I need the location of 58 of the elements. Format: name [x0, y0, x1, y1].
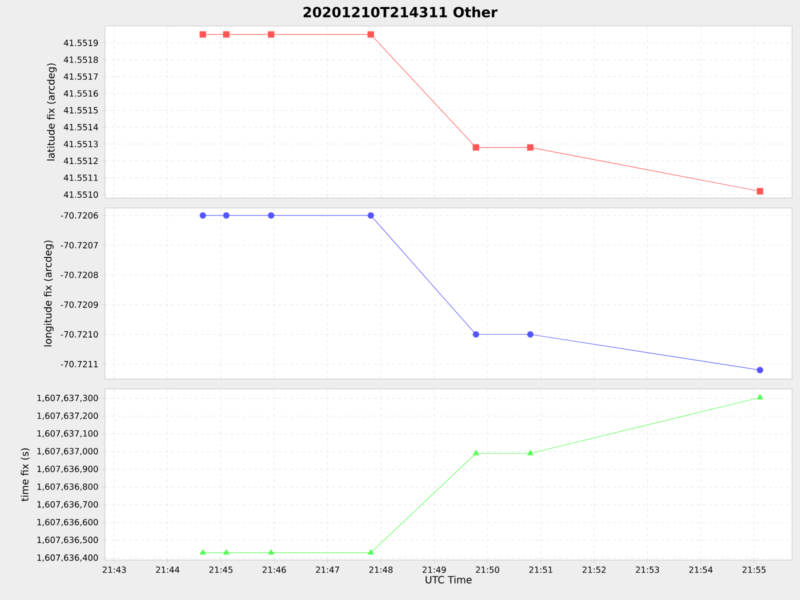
- point: [368, 31, 374, 38]
- point: [200, 212, 206, 219]
- point: [756, 188, 764, 194]
- y-tick-label: 41.5518: [64, 56, 98, 63]
- y-tick-label: -70.7211: [60, 360, 98, 368]
- y-tick-label: 41.5515: [64, 107, 98, 114]
- y-tick-label: -70.7210: [60, 331, 98, 338]
- point: [268, 31, 274, 38]
- point: [223, 31, 230, 38]
- y-tick-label: 1,607,636,600: [37, 518, 98, 526]
- x-axis-title: UTC Time: [426, 576, 472, 584]
- y-tick-label: 41.5510: [64, 191, 98, 198]
- chart-title: 20201210T214311 Other: [304, 6, 498, 18]
- point: [756, 366, 764, 374]
- y-axis-title: longitude fix (arcdeg): [44, 240, 54, 346]
- point: [268, 212, 274, 219]
- y-tick-label: 1,607,636,700: [37, 501, 98, 508]
- y-tick-label: 41.5514: [64, 124, 98, 130]
- y-tick-label: -70.7206: [60, 212, 98, 219]
- x-tick-label: 21:50: [476, 566, 500, 573]
- x-tick-label: 21:46: [262, 566, 286, 573]
- point: [368, 212, 374, 219]
- y-tick-label: 1,607,637,200: [37, 412, 98, 420]
- y-axis-title: time fix (s): [20, 448, 30, 502]
- x-tick-label: 21:51: [529, 566, 552, 573]
- point: [223, 212, 230, 219]
- y-tick-label: 41.5517: [64, 73, 98, 80]
- y-tick-label: 1,607,636,400: [37, 554, 98, 562]
- point: [527, 331, 534, 338]
- point: [200, 31, 206, 38]
- x-tick-label: 21:55: [742, 566, 766, 573]
- x-tick-label: 21:48: [369, 566, 393, 573]
- y-tick-label: 41.5512: [64, 158, 98, 164]
- point: [472, 331, 480, 338]
- x-tick-label: 21:45: [209, 566, 232, 573]
- x-tick-label: 21:53: [636, 566, 660, 573]
- x-tick-label: 21:43: [102, 566, 126, 573]
- y-tick-label: 41.5513: [64, 140, 98, 148]
- y-tick-label: -70.7207: [60, 242, 98, 248]
- y-axis-title: latitude fix (arcdeg): [46, 63, 57, 160]
- y-tick-label: 1,607,637,000: [37, 448, 98, 456]
- x-tick-label: 21:54: [689, 566, 713, 573]
- x-tick-label: 21:49: [422, 566, 446, 573]
- x-tick-label: 21:47: [316, 566, 340, 573]
- x-tick-label: 21:44: [156, 566, 180, 573]
- y-tick-label: 41.5519: [64, 40, 98, 46]
- y-tick-label: 1,607,637,300: [37, 394, 98, 402]
- y-tick-label: -70.7209: [60, 301, 98, 308]
- y-tick-label: 1,607,636,500: [37, 536, 98, 544]
- x-tick-label: 21:52: [582, 566, 606, 573]
- y-tick-label: 1,607,636,900: [37, 466, 98, 473]
- y-tick-label: 1,607,637,100: [37, 430, 98, 438]
- point: [472, 144, 480, 151]
- y-tick-label: 41.5516: [64, 90, 98, 97]
- y-tick-label: -70.7208: [60, 272, 98, 278]
- point: [527, 144, 534, 151]
- y-tick-label: 41.5511: [64, 174, 98, 181]
- y-tick-label: 1,607,636,800: [37, 483, 98, 491]
